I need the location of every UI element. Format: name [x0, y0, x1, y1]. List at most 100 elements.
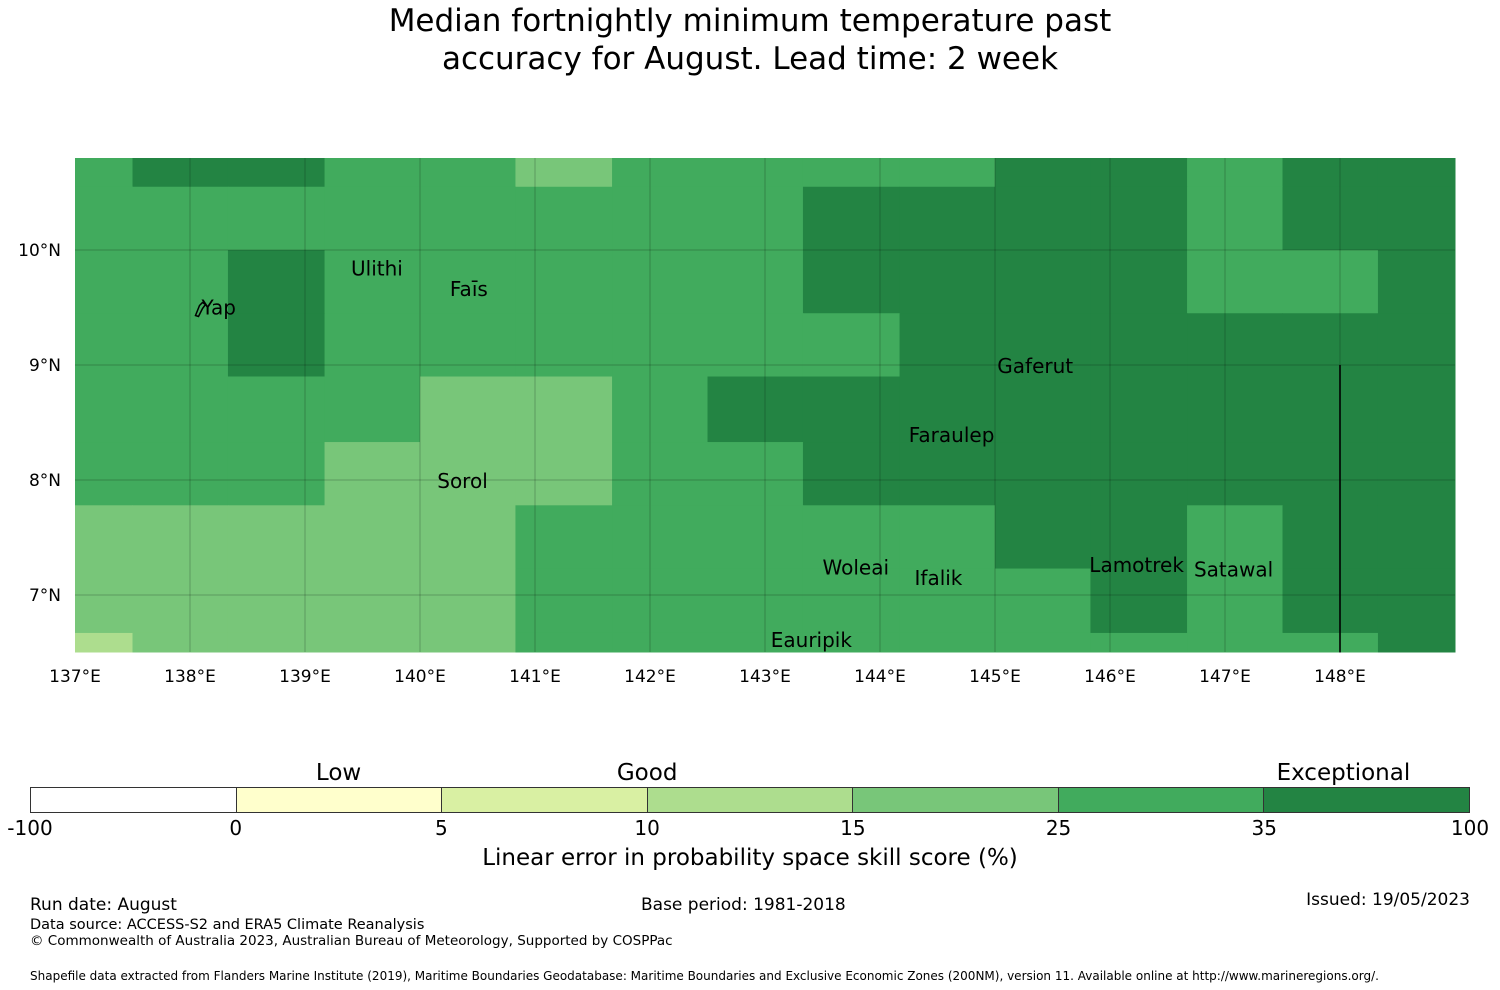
heatmap-cell	[420, 313, 516, 377]
heatmap-cell	[612, 250, 708, 314]
legend-tick-label: 35	[1251, 816, 1278, 840]
heatmap-cell	[515, 313, 613, 377]
heatmap-cell	[227, 250, 326, 314]
heatmap-cell	[515, 186, 613, 251]
legend-color-segment	[31, 788, 237, 812]
lon-tick-label: 139°E	[279, 667, 331, 687]
heatmap-cell	[132, 313, 229, 377]
heatmap-cell	[227, 505, 326, 570]
heatmap-cell	[1282, 250, 1379, 314]
heatmap-cell	[707, 632, 804, 653]
heatmap-cell	[227, 376, 326, 443]
heatmap-cell	[227, 632, 326, 653]
legend-tick-label: 15	[840, 816, 866, 840]
issued-date: Issued: 19/05/2023	[1306, 890, 1470, 910]
heatmap-cell	[899, 632, 996, 653]
heatmap-cell	[515, 442, 613, 506]
heatmap-cell	[1377, 568, 1456, 634]
heatmap-cell	[1090, 505, 1188, 570]
heatmap-cell	[1282, 632, 1379, 653]
heatmap-cell	[324, 376, 421, 443]
heatmap-cell	[612, 505, 708, 570]
heatmap-cell	[995, 313, 1091, 377]
chart-title: Median fortnightly minimum temperature p…	[0, 2, 1500, 78]
heatmap-cell	[995, 158, 1091, 188]
heatmap-cell	[1282, 505, 1379, 570]
lon-tick-label: 142°E	[624, 667, 676, 687]
heatmap-cell	[1187, 505, 1283, 570]
place-label: Ifalik	[915, 566, 963, 590]
heatmap-cell	[802, 186, 901, 251]
heatmap-cell	[515, 632, 613, 653]
heatmap-cell	[227, 313, 326, 377]
lon-tick-label: 141°E	[509, 667, 561, 687]
legend-color-segment	[442, 788, 648, 812]
heatmap-cell	[1377, 186, 1456, 251]
heatmap-cell	[1090, 632, 1188, 653]
heatmap-cell	[612, 632, 708, 653]
heatmap-cell	[75, 568, 133, 634]
lon-tick-label: 144°E	[854, 667, 906, 687]
lon-tick-label: 146°E	[1084, 667, 1136, 687]
heatmap-cell	[899, 186, 996, 251]
heatmap-cell	[1187, 250, 1283, 314]
heatmap-cell	[324, 632, 421, 653]
legend-tick-label: 100	[1450, 816, 1490, 840]
heatmap-cell	[612, 376, 708, 443]
heatmap-cells	[75, 158, 1456, 653]
heatmap-cell	[420, 186, 516, 251]
heatmap-cell	[1282, 313, 1379, 377]
heatmap-cell	[132, 505, 229, 570]
chart-title-line-1: Median fortnightly minimum temperature p…	[388, 3, 1112, 39]
lat-tick-label: 7°N	[29, 586, 61, 606]
heatmap-cell	[75, 250, 133, 314]
place-label: Ulithi	[351, 256, 403, 280]
copyright: © Commonwealth of Australia 2023, Austra…	[30, 933, 673, 949]
heatmap-cell	[995, 186, 1091, 251]
legend-color-segment	[853, 788, 1059, 812]
heatmap-cell	[1090, 568, 1188, 634]
heatmap-cell	[132, 158, 229, 188]
legend-title: Linear error in probability space skill …	[482, 845, 1018, 871]
place-labels: Yap Ulithi Faīs Sorol Gaferut Faraulep Woleai I…	[194, 256, 1273, 652]
lon-tick-label: 147°E	[1199, 667, 1251, 687]
heatmap-cell	[420, 442, 516, 506]
heatmap-cell	[1187, 442, 1283, 506]
place-label: Woleai	[823, 555, 890, 579]
heatmap-cell	[420, 568, 516, 634]
heatmap-cell	[1377, 442, 1456, 506]
heatmap-cell	[1377, 250, 1456, 314]
place-label: Satawal	[1194, 558, 1273, 582]
lon-tick-label: 145°E	[969, 667, 1021, 687]
island-outline	[194, 301, 207, 318]
lat-tick-label: 9°N	[29, 356, 61, 376]
lon-tick-label: 137°E	[49, 667, 101, 687]
heatmap-cell	[899, 313, 996, 377]
place-label: Faraulep	[909, 423, 995, 447]
legend-color-segment	[236, 788, 443, 812]
heatmap-cell	[420, 632, 516, 653]
legend-category-label: Low	[315, 760, 362, 786]
heatmap-cell	[1377, 632, 1456, 653]
heatmap-cell	[802, 568, 901, 634]
heatmap-cell	[515, 250, 613, 314]
heatmap-cell	[75, 632, 133, 653]
heatmap-cell	[995, 442, 1091, 506]
heatmap-cell	[420, 376, 516, 443]
heatmap-cell	[1090, 313, 1188, 377]
heatmap-cell	[1187, 568, 1283, 634]
heatmap-cell	[227, 442, 326, 506]
legend-tick-label: 25	[1045, 816, 1072, 840]
heatmap-cell	[227, 158, 326, 188]
legend-tick-label: 10	[634, 816, 660, 840]
heatmap-cell	[612, 568, 708, 634]
heatmap-cell	[75, 442, 133, 506]
heatmap-cell	[324, 186, 421, 251]
heatmap-cell	[227, 186, 326, 251]
heatmap-cell	[899, 250, 996, 314]
place-label: Gaferut	[997, 354, 1073, 378]
heatmap-cell	[1282, 158, 1379, 188]
heatmap-cell	[1187, 313, 1283, 377]
heatmap-cell	[707, 376, 804, 443]
legend-tick-label: 5	[435, 816, 448, 840]
